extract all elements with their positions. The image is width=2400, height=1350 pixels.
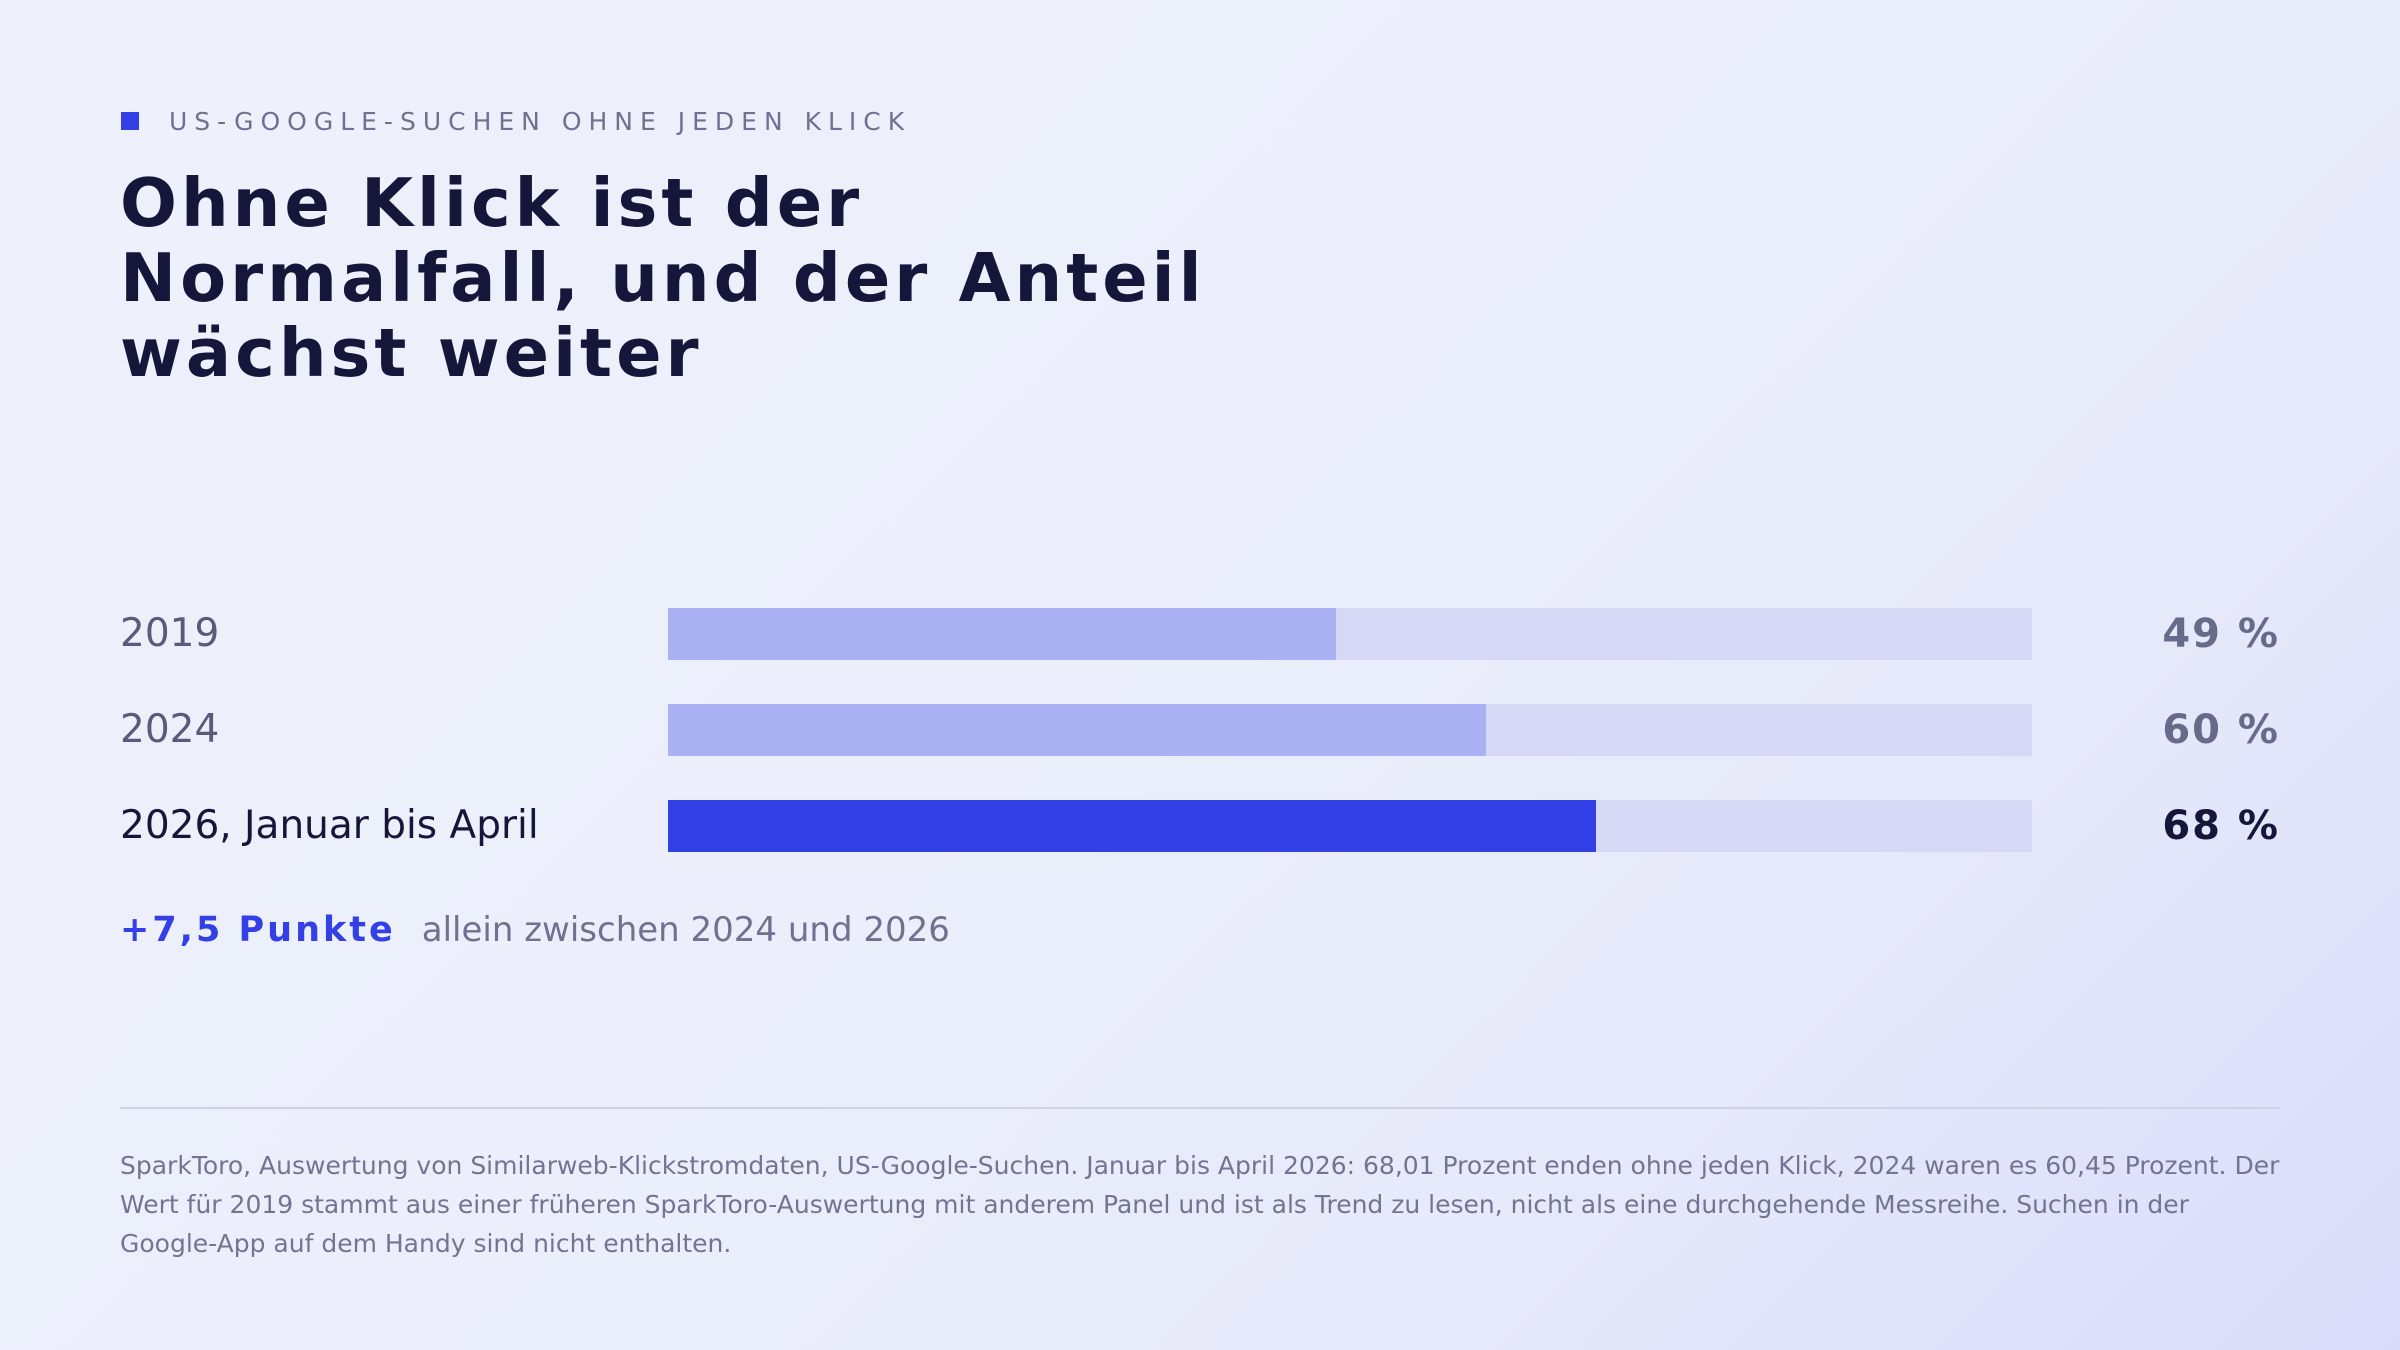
bar-category-label: 2019 (120, 611, 220, 656)
eyebrow: US-GOOGLE-SUCHEN OHNE JEDEN KLICK (121, 105, 911, 137)
bar-row: 2026, Januar bis April 68 % (120, 800, 2280, 852)
bar-track (668, 608, 2032, 660)
divider (120, 1107, 2280, 1109)
bar-category-label: 2026, Januar bis April (120, 803, 539, 848)
change-text: allein zwischen 2024 und 2026 (421, 910, 950, 950)
page-title: Ohne Klick ist der Normalfall, und der A… (120, 164, 1206, 392)
change-highlight: +7,5 Punkte (120, 910, 396, 950)
bar-value-label: 60 % (2162, 707, 2280, 753)
bar-row: 2024 60 % (120, 704, 2280, 756)
bar (668, 608, 1337, 660)
bar (668, 704, 1487, 756)
bar-row: 2019 49 % (120, 608, 2280, 660)
accent-square-icon (121, 112, 139, 130)
bar-value-label: 68 % (2162, 803, 2280, 849)
bar (668, 800, 1596, 852)
source-note: SparkToro, Auswertung von Similarweb-Kli… (120, 1151, 2280, 1258)
bar-track (668, 704, 2032, 756)
bar-value-label: 49 % (2162, 611, 2280, 657)
change-note: +7,5 Punkte allein zwischen 2024 und 202… (120, 910, 950, 960)
bar-category-label: 2024 (120, 707, 220, 752)
eyebrow-text: US-GOOGLE-SUCHEN OHNE JEDEN KLICK (169, 106, 912, 136)
bar-track (668, 800, 2032, 852)
